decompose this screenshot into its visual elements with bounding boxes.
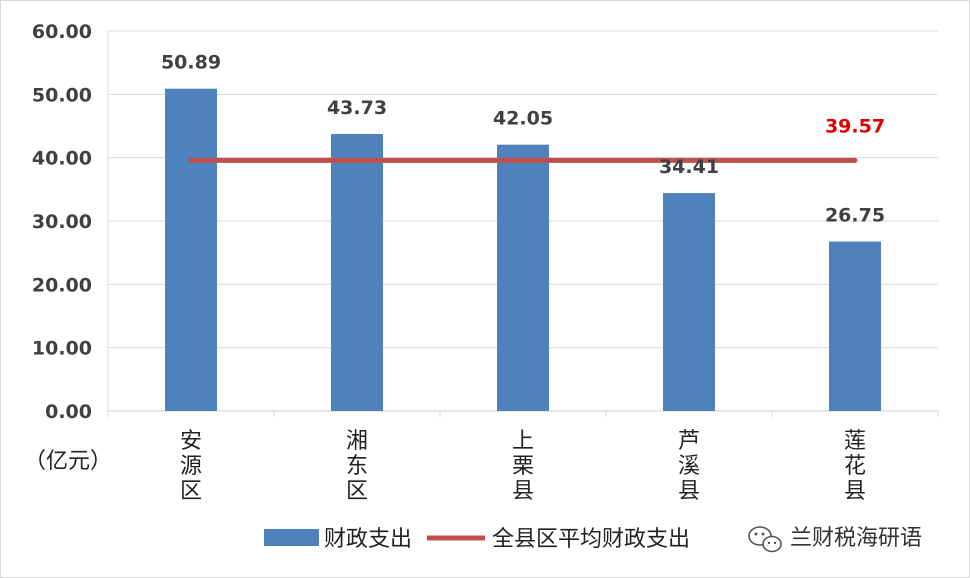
wechat-icon [748, 526, 782, 553]
category-label: 芦溪县 [678, 429, 700, 504]
y-tick-label: 30.00 [32, 211, 92, 233]
y-tick-label: 50.00 [32, 84, 92, 106]
category-label: 莲花县 [844, 429, 866, 504]
category-label-char: 安 [180, 429, 202, 454]
legend: 财政支出 全县区平均财政支出 [264, 527, 690, 552]
bar [497, 144, 549, 411]
data-labels: 50.89 43.73 42.05 34.41 26.75 39.57 [161, 52, 885, 227]
category-label-char: 县 [678, 479, 700, 504]
y-axis: 0.00 10.00 20.00 30.00 40.00 50.00 60.00 [32, 21, 109, 423]
unit-label: （亿元） [24, 449, 112, 474]
watermark-text: 兰财税海研语 [790, 526, 922, 551]
category-label-char: 莲 [844, 429, 866, 454]
category-label: 湘东区 [346, 429, 368, 504]
y-tick-label: 20.00 [32, 274, 92, 296]
data-label: 34.41 [659, 156, 719, 178]
bar-series [165, 88, 881, 412]
y-tick-label: 40.00 [32, 148, 92, 170]
category-label-char: 区 [346, 479, 368, 504]
bar [331, 134, 383, 411]
data-label: 42.05 [493, 108, 553, 130]
category-label-char: 芦 [678, 429, 700, 454]
bar [663, 193, 715, 411]
x-axis [107, 410, 939, 417]
bar [829, 241, 881, 411]
category-label-char: 源 [180, 454, 202, 479]
category-label-char: 栗 [512, 454, 534, 479]
category-label-char: 湘 [346, 429, 368, 454]
legend-label-bar: 财政支出 [324, 527, 412, 552]
category-label-char: 县 [512, 479, 534, 504]
data-label: 50.89 [161, 52, 221, 74]
gridlines [108, 30, 938, 349]
category-label-char: 区 [180, 479, 202, 504]
y-tick-label: 10.00 [32, 338, 92, 360]
category-label-char: 溪 [678, 454, 700, 479]
data-label: 26.75 [825, 205, 885, 227]
category-label-char: 东 [346, 454, 368, 479]
bar [165, 88, 217, 412]
category-label: 上栗县 [512, 429, 534, 504]
category-label-char: 县 [844, 479, 866, 504]
category-label: 安源区 [180, 429, 202, 504]
y-tick-label: 60.00 [32, 21, 92, 43]
legend-label-line: 全县区平均财政支出 [492, 527, 690, 552]
average-data-label: 39.57 [825, 115, 885, 137]
category-label-char: 上 [512, 429, 534, 454]
category-label-char: 花 [844, 454, 866, 479]
data-label: 43.73 [327, 97, 387, 119]
watermark: 兰财税海研语 [748, 526, 922, 553]
legend-swatch-bar [264, 529, 319, 546]
y-tick-label: 0.00 [45, 401, 92, 423]
